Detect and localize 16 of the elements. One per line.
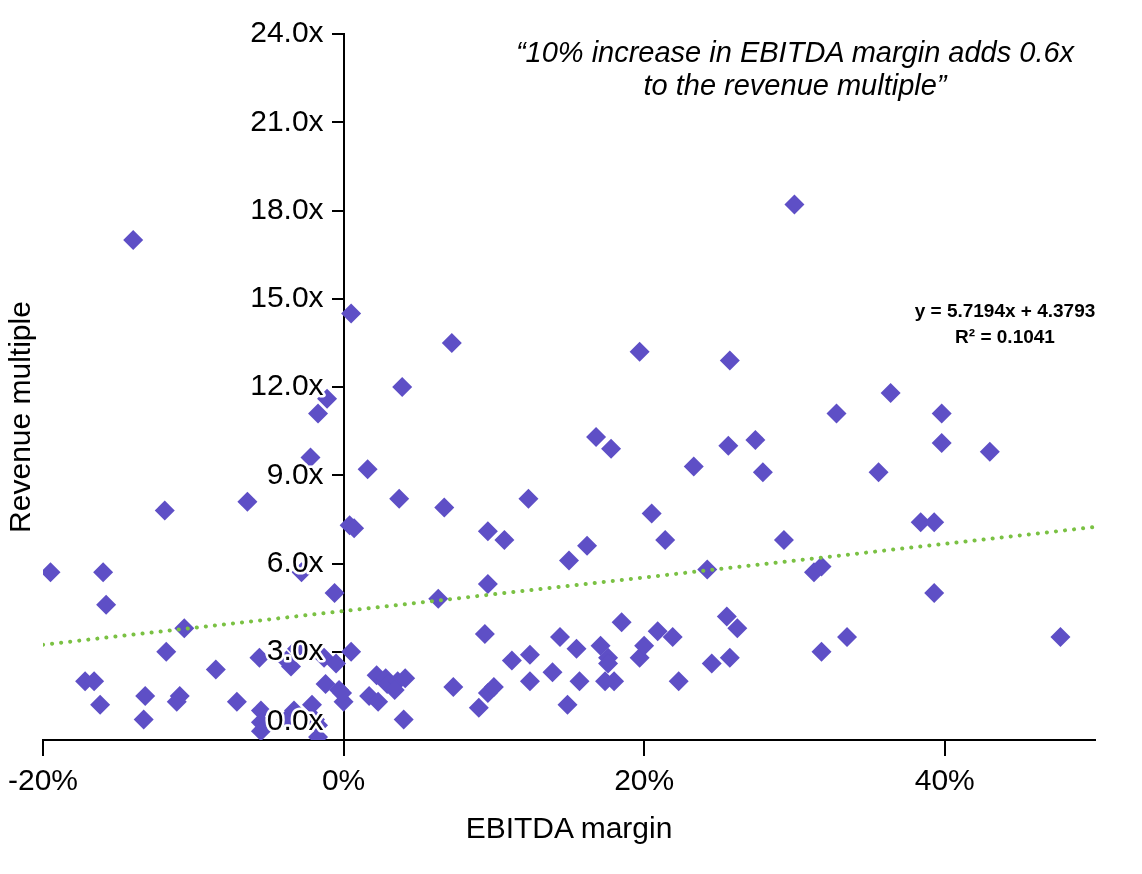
y-tick-label: 6.0x <box>266 544 324 578</box>
y-tick-label: 9.0x <box>266 456 324 490</box>
x-tick-label: -20% <box>7 763 79 797</box>
y-axis-title: Revenue multiple <box>3 300 37 535</box>
annotation: “10% increase in EBITDA margin adds 0.6x to the revenue multiple” <box>515 36 1075 102</box>
y-tick-label: 12.0x <box>250 368 324 402</box>
y-tick-label: 15.0x <box>250 280 324 314</box>
x-tick-label: 0% <box>321 763 366 797</box>
y-tick-label: 24.0x <box>250 15 324 49</box>
y-tick-label: 18.0x <box>250 191 324 225</box>
y-tick-label: 21.0x <box>250 103 324 137</box>
annotation: R² = 0.1041 <box>954 326 1056 348</box>
x-tick-label: 40% <box>914 763 975 797</box>
x-tick-label: 20% <box>614 763 675 797</box>
annotation: y = 5.7194x + 4.3793 <box>913 300 1097 322</box>
x-axis-title: EBITDA margin <box>465 811 673 845</box>
